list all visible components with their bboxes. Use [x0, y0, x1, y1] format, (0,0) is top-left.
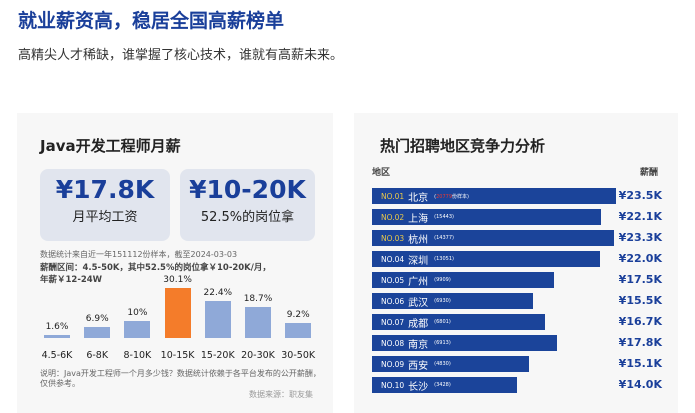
- region-row: NO.06 武汉 (6930): [372, 293, 533, 309]
- sample-count: 13051: [436, 256, 452, 262]
- city: 杭州: [408, 234, 429, 246]
- range-salary-box: ¥10-20K 52.5%的岗位拿: [180, 169, 315, 241]
- region-salary: ¥16.7K: [618, 315, 662, 328]
- category-label: 15-20K: [200, 350, 235, 361]
- bar-15-20K: [204, 300, 231, 338]
- rank: NO.09: [381, 359, 405, 369]
- region-salary: ¥17.5K: [618, 273, 662, 286]
- region-row: NO.07 成都 (6801): [372, 314, 546, 330]
- region-row: NO.04 深圳 (13051): [372, 251, 601, 267]
- city: 深圳: [408, 255, 429, 267]
- rank: NO.08: [381, 338, 405, 348]
- sample-count: 4830: [436, 361, 449, 367]
- region-row: NO.03 杭州 (14377): [372, 230, 614, 246]
- column-salary: 薪酬: [639, 168, 658, 178]
- region-salary: ¥22.0K: [618, 252, 662, 265]
- bar-20-30K: [245, 306, 271, 338]
- sample-count: 6801: [436, 319, 449, 325]
- city: 武汉: [408, 297, 429, 309]
- explain-note: 说明：Java开发工程师一个月多少钱？数据统计依赖于各平台发布的公开薪酬，仅供参…: [40, 369, 321, 388]
- bar-value-label: 6.9%: [85, 313, 109, 324]
- avg-salary-value: ¥17.8K: [55, 175, 155, 204]
- bar-30-50K: [285, 322, 312, 338]
- city: 广州: [408, 276, 429, 288]
- region-row: NO.08 南京 (6913): [372, 335, 557, 351]
- category-label: 8-10K: [123, 350, 152, 361]
- bar-value-label: 1.6%: [45, 322, 69, 333]
- range-text: 薪酬区间：4.5-50K，其中52.5%的岗位拿￥10-20K/月，: [40, 263, 271, 273]
- rank: NO.05: [381, 275, 405, 285]
- rank: NO.03: [381, 233, 405, 243]
- sample-count: 20779: [436, 193, 452, 200]
- sample-count: 15443: [436, 214, 452, 220]
- bar-6-8K: [84, 326, 111, 338]
- city: 北京: [408, 192, 429, 204]
- column-region: 地区: [372, 168, 391, 178]
- region-salary: ¥22.1K: [618, 210, 662, 223]
- category-label: 4.5-6K: [41, 350, 73, 361]
- region-salary: ¥15.5K: [618, 294, 662, 307]
- sample-count: 9909: [436, 277, 449, 283]
- region-row: NO.01 北京 (20779份样本): [372, 188, 616, 204]
- category-label: 10-15K: [160, 350, 195, 361]
- card-title: 热门招聘地区竞争力分析: [380, 137, 546, 155]
- city: 南京: [408, 339, 429, 351]
- rank: NO.01: [381, 191, 405, 201]
- region-card: 热门招聘地区竞争力分析 地区 薪酬 NO.01 北京 (20779份样本) ¥23.5…: [354, 113, 678, 413]
- city: 上海: [408, 213, 429, 225]
- bar-8-10K: [124, 321, 151, 338]
- sample-count: 6930: [436, 298, 449, 304]
- range-salary-label: 52.5%的岗位拿: [200, 210, 295, 225]
- region-row: NO.05 广州 (9909): [372, 272, 554, 288]
- bar-value-label: 9.2%: [286, 309, 310, 320]
- bar-value-label: 30.1%: [163, 275, 192, 285]
- sample-count: 14377: [436, 235, 452, 241]
- range-salary-value: ¥10-20K: [189, 175, 306, 204]
- bar-value-label: 22.4%: [203, 287, 233, 298]
- region-salary: ¥14.0K: [618, 378, 662, 391]
- city: 西安: [408, 360, 429, 372]
- region-salary: ¥17.8K: [618, 336, 662, 349]
- annual-text: 年薪￥12-24W: [40, 275, 103, 285]
- sample-count: 3428: [436, 382, 449, 388]
- rank: NO.02: [381, 212, 405, 222]
- avg-salary-label: 月平均工资: [72, 210, 138, 225]
- city: 成都: [408, 318, 429, 330]
- rank: NO.04: [381, 254, 405, 264]
- region-row: NO.09 西安 (4830): [372, 356, 529, 372]
- sample-suffix: 份样本: [452, 193, 468, 200]
- category-label: 20-30K: [241, 350, 275, 361]
- rank: NO.07: [381, 317, 405, 327]
- card-title: Java开发工程师月薪: [40, 137, 181, 155]
- bar-value-label: 18.7%: [243, 293, 273, 304]
- rank: NO.06: [381, 296, 405, 306]
- category-label: 30-50K: [281, 350, 316, 361]
- rank: NO.10: [381, 380, 405, 390]
- city: 长沙: [408, 381, 429, 393]
- region-salary: ¥15.1K: [618, 357, 662, 370]
- sample-count: 6913: [436, 340, 449, 346]
- data-source: 数据来源：职友集: [249, 390, 313, 399]
- bar-value-label: 10%: [127, 308, 148, 319]
- bar-10-15K: [164, 288, 191, 338]
- region-salary: ¥23.5K: [618, 189, 662, 202]
- region-row: NO.02 上海 (15443): [372, 209, 602, 225]
- avg-salary-box: ¥17.8K 月平均工资: [40, 169, 170, 241]
- salary-card: Java开发工程师月薪 ¥17.8K 月平均工资 ¥10-20K 52.5%的岗…: [17, 113, 333, 413]
- page-subtitle: 高精尖人才稀缺，谁掌握了核心技术，谁就有高薪未来。: [18, 48, 344, 63]
- stat-note: 数据统计来自近一年151112份样本，截至2024-03-03: [40, 250, 238, 259]
- category-label: 6-8K: [86, 350, 109, 361]
- page-title: 就业薪资高，稳居全国高薪榜单: [18, 10, 285, 32]
- bar-4.5-6K: [44, 335, 70, 338]
- region-salary: ¥23.3K: [618, 231, 662, 244]
- region-row: NO.10 长沙 (3428): [372, 377, 518, 393]
